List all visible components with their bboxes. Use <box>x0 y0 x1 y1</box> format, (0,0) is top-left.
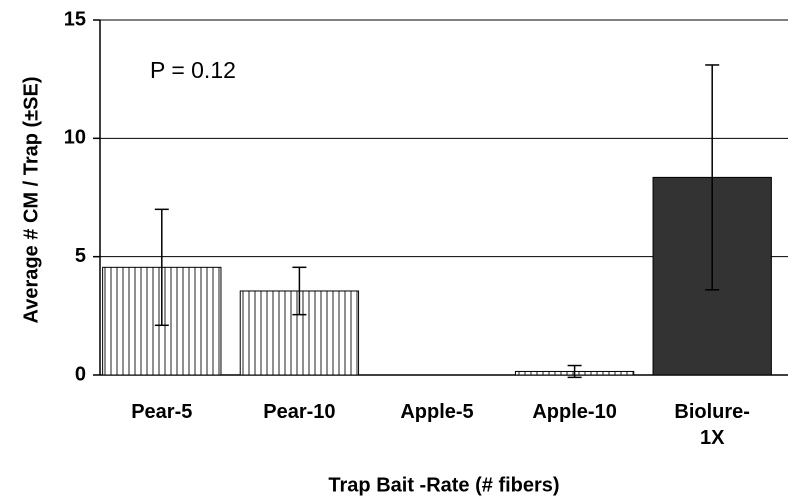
x-tick-label: Pear-5 <box>131 401 193 423</box>
x-tick-label: Apple-10 <box>532 401 617 423</box>
y-tick-label: 15 <box>64 8 86 30</box>
y-tick-label: 0 <box>75 363 86 385</box>
x-tick-label: Pear-10 <box>263 401 336 423</box>
y-axis-label: Average # CM / Trap (±SE) <box>20 77 42 324</box>
x-axis-label: Trap Bait -Rate (# fibers) <box>328 474 559 496</box>
y-tick-label: 5 <box>75 245 86 267</box>
y-tick-label: 10 <box>64 127 86 149</box>
annotation: P = 0.12 <box>150 57 236 83</box>
x-tick-label: Apple-5 <box>400 401 474 423</box>
x-tick-label: Biolure-1X <box>674 401 750 449</box>
